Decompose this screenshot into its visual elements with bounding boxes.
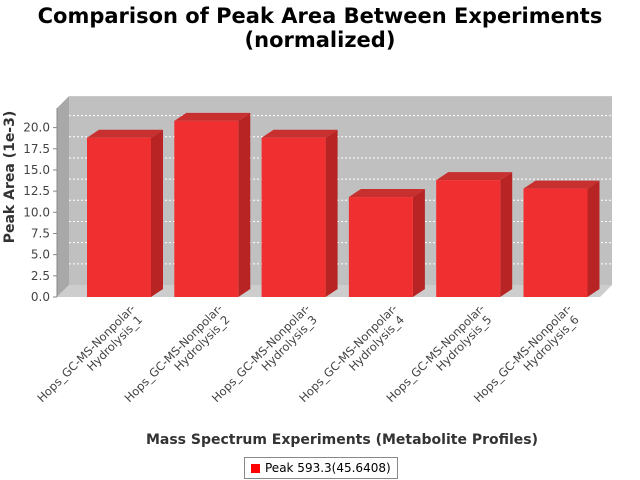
bar — [261, 129, 338, 297]
chart-title: Comparison of Peak Area Between Experime… — [0, 4, 640, 52]
bar — [87, 129, 163, 297]
bar — [523, 180, 600, 297]
bar-top — [348, 189, 425, 198]
y-tick-label: 20.0 — [23, 121, 50, 135]
bar-side — [151, 129, 163, 297]
legend: Peak 593.3(45.6408) — [244, 457, 398, 479]
bar-side — [238, 112, 251, 297]
bar-top — [261, 129, 338, 138]
chart-title-line1: Comparison of Peak Area Between Experime… — [37, 4, 603, 28]
bar — [348, 189, 425, 297]
bar-front — [87, 137, 151, 297]
bar-top — [174, 112, 251, 121]
legend-swatch — [251, 463, 260, 473]
bar-front — [348, 197, 413, 297]
legend-label: Peak 593.3(45.6408) — [265, 461, 391, 475]
x-axis: Hops_GC-MS-Nonpolar-Hydrolysis_1Hops_GC-… — [34, 301, 581, 405]
bar-front — [261, 137, 326, 297]
plot-side-wall — [57, 96, 69, 297]
y-tick-label: 0.0 — [31, 290, 50, 304]
x-axis-label: Mass Spectrum Experiments (Metabolite Pr… — [146, 432, 538, 448]
bar-front — [174, 120, 239, 297]
y-tick-label: 12.5 — [23, 184, 50, 198]
y-tick-label: 10.0 — [23, 205, 50, 219]
bar-front — [523, 188, 588, 297]
y-tick-label: 17.5 — [23, 142, 50, 156]
y-axis-label: Peak Area (1e-3) — [2, 111, 18, 244]
y-tick-label: 7.5 — [31, 226, 50, 240]
bar-front — [436, 180, 501, 297]
bar-side — [412, 189, 425, 297]
y-axis: 0.0 2.5 5.0 7.5 10.0 12.5 15.0 17.5 20.0 — [23, 108, 58, 304]
y-tick-label: 15.0 — [23, 163, 50, 177]
bar-side — [500, 172, 513, 297]
bar-top — [87, 129, 163, 138]
bar — [436, 172, 513, 297]
x-tick-label-line: Hops_GC-MS-Nonpolar- — [34, 301, 138, 405]
bar-side — [325, 129, 338, 297]
bar-top — [523, 180, 600, 189]
chart-title-line2: (normalized) — [244, 28, 396, 52]
y-tick-label: 5.0 — [31, 248, 50, 262]
bars — [87, 112, 600, 297]
y-tick-label: 2.5 — [31, 269, 50, 283]
bar-side — [587, 180, 600, 297]
bar — [174, 112, 251, 297]
bar-top — [436, 172, 513, 181]
